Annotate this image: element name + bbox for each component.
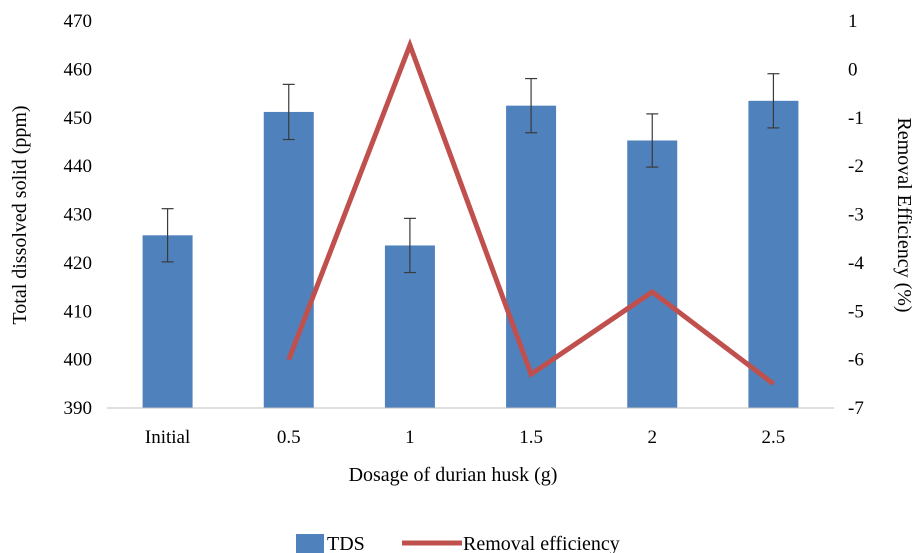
error-bar-Initial — [161, 208, 174, 263]
x-tick-label: 1.5 — [519, 427, 543, 448]
removal-efficiency-line — [286, 38, 775, 386]
left-y-tick-label: 430 — [64, 205, 93, 226]
left-y-axis-title: Total dissolved solid (ppm) — [9, 105, 31, 324]
error-bar-0.5 — [282, 83, 295, 141]
error-bar-2.5 — [767, 73, 780, 129]
error-bar-1.5 — [525, 77, 538, 134]
left-y-tick-label: 400 — [64, 350, 93, 371]
right-y-tick-label: -6 — [848, 350, 864, 371]
error-bar-2 — [646, 113, 659, 168]
right-y-tick-label: -3 — [848, 205, 864, 226]
bar-2 — [627, 140, 678, 408]
right-y-tick-label: -7 — [848, 398, 864, 419]
legend: TDS Removal efficiency — [296, 533, 620, 553]
legend-label-removal-efficiency: Removal efficiency — [463, 533, 620, 553]
x-tick-label: 2 — [648, 427, 658, 448]
left-y-tick-label: 450 — [64, 108, 93, 129]
x-tick-labels: Initial 0.5 1 1.5 2 2.5 — [145, 427, 785, 448]
right-y-tick-label: -5 — [848, 301, 864, 322]
left-y-tick-label: 410 — [64, 301, 93, 322]
error-bar-1 — [403, 217, 416, 274]
bar-Initial — [142, 235, 193, 408]
left-y-tick-label: 440 — [64, 156, 93, 177]
bar-0.5 — [263, 111, 314, 408]
right-y-axis-title: Removal Efficiency (%) — [893, 117, 912, 312]
x-tick-label: Initial — [145, 427, 190, 448]
line-series-group — [286, 38, 775, 386]
bar-2.5 — [748, 100, 799, 408]
bar-1.5 — [506, 105, 557, 408]
right-y-tick-label: -2 — [848, 156, 864, 177]
right-y-tick-label: 0 — [848, 59, 858, 80]
right-y-tick-labels: -7 -6 -5 -4 -3 -2 -1 0 1 — [848, 11, 864, 419]
x-tick-label: 1 — [405, 427, 415, 448]
legend-label-tds: TDS — [327, 533, 365, 553]
error-bars-group — [161, 73, 780, 274]
left-y-tick-labels: 390 400 410 420 430 440 450 460 470 — [64, 11, 93, 419]
right-y-tick-label: 1 — [848, 11, 858, 32]
bars-group — [142, 100, 799, 408]
right-y-tick-label: -4 — [848, 253, 864, 274]
right-y-tick-label: -1 — [848, 108, 864, 129]
left-y-tick-label: 470 — [64, 11, 93, 32]
x-axis-title: Dosage of durian husk (g) — [349, 464, 558, 486]
left-y-tick-label: 390 — [64, 398, 93, 419]
legend-swatch-tds — [296, 534, 324, 553]
x-tick-label: 2.5 — [762, 427, 786, 448]
x-tick-label: 0.5 — [277, 427, 301, 448]
left-y-tick-label: 460 — [64, 59, 93, 80]
left-y-tick-label: 420 — [64, 253, 93, 274]
